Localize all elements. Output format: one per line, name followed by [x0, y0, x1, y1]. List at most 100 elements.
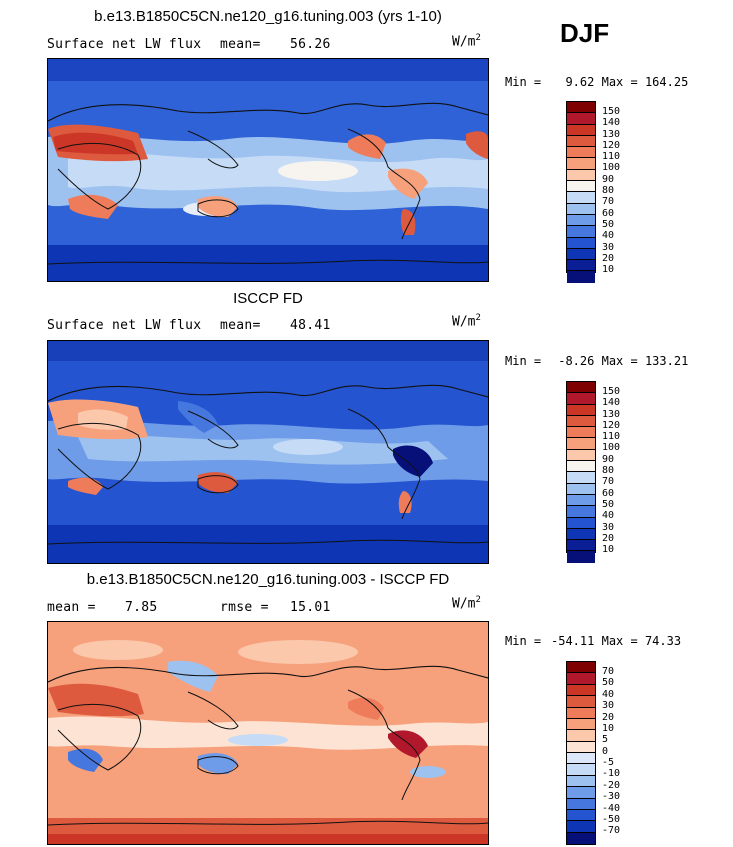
panel1-mean-label: mean= — [220, 37, 261, 52]
colorbar-swatch — [567, 427, 595, 439]
colorbar-swatch — [567, 528, 595, 541]
colorbar-swatch — [567, 483, 595, 495]
colorbar-tick-label: 80 — [602, 185, 615, 197]
panel2-minmax: Min = -8.26 Max = 133.21 — [505, 354, 689, 368]
panel2-colorbar-ticks: 150 140 130 120 110 100 90 80 70 60 50 40 30 20 10 — [602, 386, 620, 555]
colorbar-swatch — [567, 517, 595, 529]
colorbar-tick-label: 110 — [602, 151, 621, 163]
panel3-colorbar — [566, 661, 596, 845]
panel1-map — [47, 58, 489, 282]
panel2-units: W/m2 — [452, 313, 481, 330]
panel3-mean-label: mean = — [47, 600, 96, 615]
colorbar-swatch — [567, 741, 595, 753]
panel2-title: ISCCP FD — [233, 290, 303, 307]
colorbar-tick-label: -10 — [602, 768, 621, 780]
colorbar-tick-label: 90 — [602, 173, 615, 185]
colorbar-tick-label: 50 — [602, 218, 615, 230]
colorbar-swatch — [567, 764, 595, 776]
colorbar-tick-label: 110 — [602, 431, 621, 443]
panel3-colorbar-ticks: 70 50 40 30 20 10 5 0 -5 -10 -20 -30 -40 -50 -70 — [602, 666, 620, 837]
colorbar-tick-label: 70 — [602, 476, 615, 488]
colorbar-swatch — [567, 393, 595, 405]
colorbar-swatch — [567, 696, 595, 708]
colorbar-tick-label: 60 — [602, 207, 615, 219]
panel2-mean-value: 48.41 — [290, 318, 331, 333]
colorbar-tick-label: 100 — [602, 442, 621, 454]
colorbar-swatch — [567, 461, 595, 473]
colorbar-tick-label: 50 — [602, 498, 615, 510]
colorbar-tick-label: 10 — [602, 722, 615, 734]
colorbar-swatch — [567, 540, 595, 552]
colorbar-tick-label: 10 — [602, 544, 615, 556]
colorbar-swatch — [567, 662, 595, 674]
colorbar-tick-label: 40 — [602, 230, 615, 242]
colorbar-tick-label: 40 — [602, 510, 615, 522]
colorbar-swatch — [567, 214, 595, 227]
colorbar-tick-label: 120 — [602, 139, 621, 151]
colorbar-tick-label: 20 — [602, 252, 615, 264]
colorbar-swatch — [567, 472, 595, 484]
panel3-units: W/m2 — [452, 595, 481, 612]
colorbar-swatch — [567, 787, 595, 799]
colorbar-swatch — [567, 260, 595, 272]
colorbar-swatch — [567, 203, 595, 215]
colorbar-swatch — [567, 551, 595, 563]
colorbar-tick-label: 150 — [602, 106, 621, 117]
panel3-mean-value: 7.85 — [125, 600, 158, 615]
colorbar-tick-label: 50 — [602, 677, 615, 689]
panel3-minmax: Min = -54.11 Max = 74.33 — [505, 634, 682, 648]
colorbar-swatch — [567, 226, 595, 238]
colorbar-swatch — [567, 102, 595, 114]
colorbar-swatch — [567, 438, 595, 450]
panel2-subtitle: Surface net LW flux — [47, 318, 202, 333]
colorbar-tick-label: 40 — [602, 688, 615, 700]
colorbar-swatch — [567, 169, 595, 182]
colorbar-swatch — [567, 775, 595, 788]
colorbar-tick-label: 90 — [602, 453, 615, 465]
colorbar-tick-label: 30 — [602, 521, 615, 533]
colorbar-swatch — [567, 753, 595, 765]
colorbar-tick-label: 20 — [602, 711, 615, 723]
panel3-rmse-label: rmse = — [220, 600, 269, 615]
colorbar-tick-label: 140 — [602, 397, 621, 409]
colorbar-swatch — [567, 821, 595, 833]
panel1-minmax: Min = 9.62 Max = 164.25 — [505, 75, 689, 89]
panel3-title: b.e13.B1850C5CN.ne120_g16.tuning.003 - I… — [86, 571, 450, 588]
colorbar-swatch — [567, 382, 595, 394]
colorbar-tick-label: -50 — [602, 813, 621, 825]
colorbar-swatch — [567, 506, 595, 518]
colorbar-tick-label: 130 — [602, 128, 621, 140]
colorbar-swatch — [567, 113, 595, 125]
colorbar-tick-label: 150 — [602, 386, 621, 397]
panel1-colorbar-ticks: 150 140 130 120 110 100 90 80 70 60 50 40 30 20 10 — [602, 106, 620, 275]
panel3-map — [47, 621, 489, 845]
colorbar-tick-label: -5 — [602, 757, 615, 768]
colorbar-tick-label: 60 — [602, 487, 615, 499]
colorbar-tick-label: -30 — [602, 791, 621, 803]
panel2-map — [47, 340, 489, 564]
colorbar-tick-label: -20 — [602, 779, 621, 791]
colorbar-tick-label: 0 — [602, 745, 609, 757]
colorbar-swatch — [567, 237, 595, 249]
colorbar-swatch — [567, 192, 595, 204]
colorbar-swatch — [567, 248, 595, 261]
colorbar-swatch — [567, 832, 595, 844]
colorbar-swatch — [567, 181, 595, 193]
colorbar-swatch — [567, 449, 595, 462]
panel1-field — [48, 59, 488, 281]
colorbar-swatch — [567, 809, 595, 822]
colorbar-swatch — [567, 494, 595, 507]
colorbar-tick-label: 70 — [602, 666, 615, 677]
colorbar-swatch — [567, 158, 595, 170]
panel2-mean-label: mean= — [220, 318, 261, 333]
colorbar-swatch — [567, 718, 595, 731]
colorbar-swatch — [567, 124, 595, 136]
colorbar-swatch — [567, 271, 595, 283]
colorbar-tick-label: 100 — [602, 162, 621, 174]
panel1-units: W/m2 — [452, 33, 481, 50]
panel1-colorbar — [566, 101, 596, 283]
colorbar-tick-label: 10 — [602, 264, 615, 276]
colorbar-tick-label: 30 — [602, 700, 615, 712]
colorbar-swatch — [567, 415, 595, 428]
colorbar-swatch — [567, 404, 595, 416]
